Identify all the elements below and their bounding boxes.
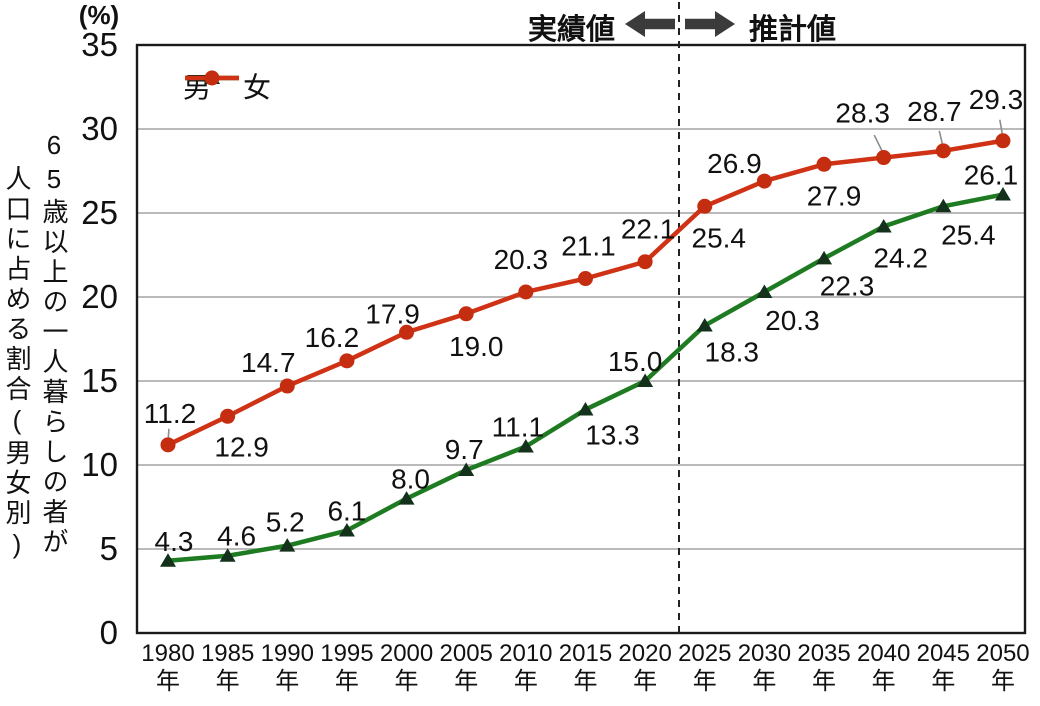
svg-text:15: 15 [81,362,118,399]
svg-text:2030: 2030 [738,640,791,667]
svg-text:年: 年 [573,668,597,695]
svg-text:13.3: 13.3 [585,420,640,451]
svg-text:19.0: 19.0 [449,331,504,362]
svg-text:年: 年 [216,668,240,695]
svg-text:2025: 2025 [678,640,731,667]
svg-text:4.3: 4.3 [155,526,194,557]
svg-text:2000: 2000 [380,640,433,667]
svg-text:年: 年 [335,668,359,695]
svg-text:2020: 2020 [618,640,671,667]
y-axis-unit-label: (%) [78,0,120,30]
svg-text:17.9: 17.9 [365,298,420,329]
svg-text:10: 10 [81,446,118,483]
svg-text:1985: 1985 [201,640,254,667]
svg-text:0: 0 [100,614,118,651]
svg-text:1990: 1990 [261,640,314,667]
svg-text:28.7: 28.7 [907,96,962,127]
projected-values-label: 推計値 [749,14,837,46]
svg-text:20: 20 [81,278,118,315]
svg-text:22.1: 22.1 [621,214,676,245]
svg-text:4.6: 4.6 [217,521,256,552]
svg-text:年: 年 [395,668,419,695]
svg-text:6.1: 6.1 [327,496,366,527]
svg-text:年: 年 [752,668,776,695]
svg-text:20.3: 20.3 [494,244,549,275]
svg-text:21.1: 21.1 [561,231,616,262]
svg-text:2045: 2045 [917,640,970,667]
svg-text:年: 年 [156,668,180,695]
svg-text:2035: 2035 [797,640,850,667]
svg-text:2005: 2005 [440,640,493,667]
y-axis-title-line2: 人口に占める割合(男女別) [2,165,32,563]
legend-item-female: 女 [185,66,272,106]
svg-text:15.0: 15.0 [608,346,663,377]
svg-text:20.3: 20.3 [765,305,820,336]
svg-text:9.7: 9.7 [445,434,484,465]
svg-text:2010: 2010 [499,640,552,667]
actual-values-label: 実績値 [528,14,616,46]
legend-label-female: 女 [243,72,272,103]
svg-text:25.4: 25.4 [941,219,996,250]
svg-text:年: 年 [275,668,299,695]
svg-text:年: 年 [872,668,896,695]
svg-text:1995: 1995 [320,640,373,667]
svg-text:28.3: 28.3 [835,98,890,129]
svg-text:年: 年 [812,668,836,695]
svg-text:11.1: 11.1 [492,412,544,443]
svg-text:11.2: 11.2 [144,398,196,429]
svg-text:年: 年 [633,668,657,695]
svg-text:26.9: 26.9 [707,148,762,179]
svg-text:27.9: 27.9 [807,180,862,211]
svg-text:8.0: 8.0 [391,464,430,495]
y-axis-title-line1: 65歳以上の一人暮らしの者が [39,130,69,558]
svg-text:26.1: 26.1 [964,160,1019,191]
svg-text:18.3: 18.3 [705,337,760,368]
svg-text:年: 年 [931,668,955,695]
svg-text:2050: 2050 [976,640,1029,667]
svg-text:24.2: 24.2 [873,242,928,273]
svg-text:5: 5 [100,530,118,567]
svg-text:2015: 2015 [559,640,612,667]
svg-text:年: 年 [514,668,538,695]
svg-text:2040: 2040 [857,640,910,667]
svg-text:35: 35 [81,26,118,63]
svg-text:1980: 1980 [141,640,194,667]
svg-text:30: 30 [81,110,118,147]
svg-text:29.3: 29.3 [969,84,1024,115]
svg-text:22.3: 22.3 [820,270,875,301]
svg-text:12.9: 12.9 [214,431,269,462]
svg-text:年: 年 [693,668,717,695]
svg-text:年: 年 [454,668,478,695]
female-series-swatch-icon [185,70,239,86]
svg-text:25.4: 25.4 [692,222,747,253]
svg-text:14.7: 14.7 [241,347,296,378]
svg-text:16.2: 16.2 [305,322,360,353]
svg-text:年: 年 [991,668,1015,695]
svg-text:5.2: 5.2 [266,507,305,538]
chart-legend: 男 女 [183,66,271,106]
svg-text:25: 25 [81,194,118,231]
